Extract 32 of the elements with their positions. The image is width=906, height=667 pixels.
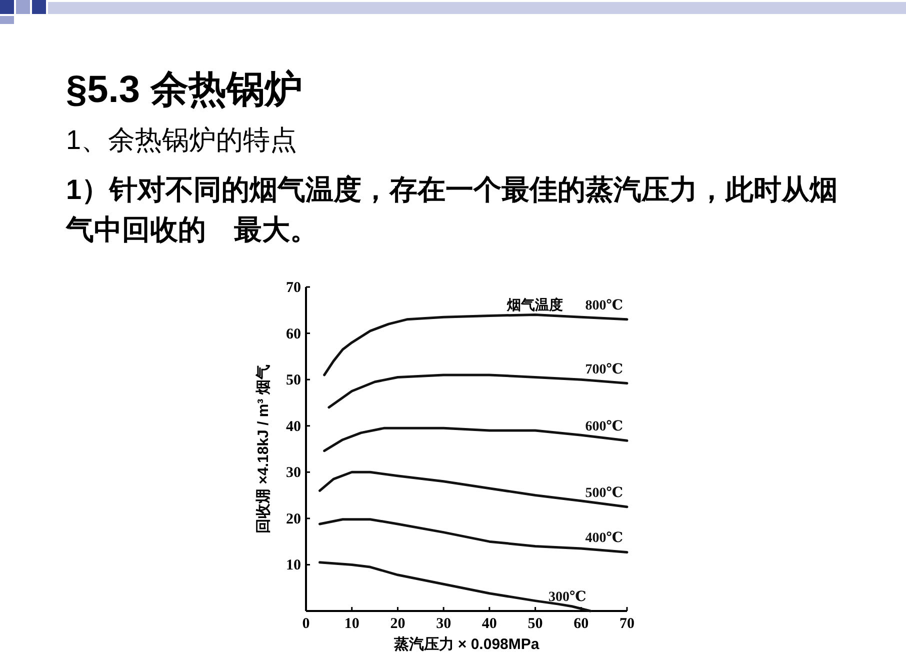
line-series bbox=[318, 470, 628, 508]
x-tick-label: 10 bbox=[344, 616, 360, 632]
x-tick-label: 40 bbox=[482, 616, 497, 632]
y-tick-label: 60 bbox=[286, 326, 301, 342]
series-label: 500℃ bbox=[585, 486, 624, 501]
y-tick-label: 20 bbox=[286, 511, 301, 528]
series-label: 700℃ bbox=[585, 362, 624, 378]
y-tick-label: 70 bbox=[286, 280, 301, 296]
series-label: 800℃ bbox=[585, 298, 624, 314]
x-tick-label: 0 bbox=[302, 616, 310, 632]
y-tick-label: 30 bbox=[286, 465, 301, 482]
text: 1）针对不同的烟气温度，存在一个最佳的蒸汽压力，此时从烟气中回收的 最大。 bbox=[66, 173, 839, 247]
line-series bbox=[318, 518, 628, 554]
series-label: 400℃ bbox=[585, 531, 624, 546]
y-axis-title: 回收㶲 ×4.18kJ / m³ 烟气 bbox=[255, 364, 272, 534]
series-label: 600℃ bbox=[585, 420, 624, 435]
x-tick-label: 50 bbox=[528, 616, 543, 632]
x-tick-label: 30 bbox=[436, 616, 452, 632]
line-series bbox=[318, 561, 592, 612]
line-series bbox=[328, 374, 628, 409]
x-tick-label: 70 bbox=[620, 616, 634, 632]
x-tick-label: 60 bbox=[574, 616, 589, 632]
legend-title: 烟气温度 bbox=[506, 296, 563, 312]
series-label: 300℃ bbox=[548, 590, 587, 605]
y-tick-label: 40 bbox=[286, 418, 301, 435]
y-tick-label: 10 bbox=[286, 558, 301, 574]
x-tick-label: 20 bbox=[390, 616, 406, 632]
x-axis-title: 蒸汽压力 × 0.098MPa bbox=[392, 636, 540, 653]
line-series bbox=[323, 314, 628, 376]
chart-title: §5.3 余热锅炉 bbox=[66, 68, 303, 113]
chart-subtitle: 1、余热锅炉的特点 bbox=[66, 124, 298, 157]
y-tick-label: 50 bbox=[286, 372, 301, 389]
